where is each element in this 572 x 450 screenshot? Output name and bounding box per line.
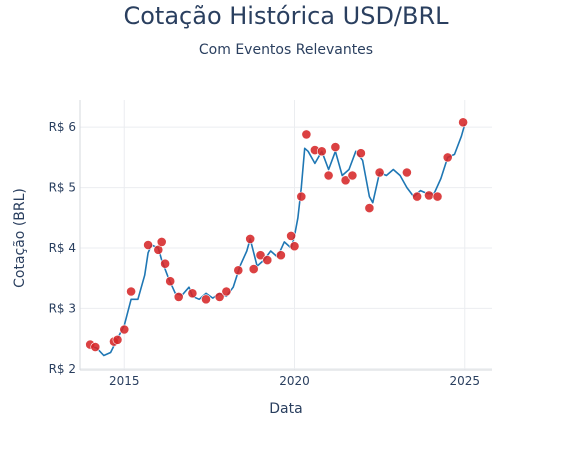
y-axis-ticks: R$ 2 R$ 3 R$ 4 R$ 5 R$ 6 [49, 120, 76, 376]
event-point-15[interactable] [221, 286, 232, 297]
y-tick-label-0: R$ 2 [49, 362, 76, 376]
event-point-19[interactable] [255, 250, 266, 261]
event-point-8[interactable] [156, 236, 167, 247]
event-point-25[interactable] [301, 129, 312, 140]
event-point-17[interactable] [245, 233, 256, 244]
event-point-38[interactable] [432, 191, 443, 202]
event-point-36[interactable] [412, 191, 422, 202]
event-point-23[interactable] [289, 241, 300, 252]
event-point-14[interactable] [214, 291, 225, 302]
event-point-18[interactable] [248, 264, 259, 274]
axis-lines [79, 100, 492, 371]
event-point-32[interactable] [355, 148, 366, 159]
event-point-33[interactable] [364, 203, 375, 213]
event-point-30[interactable] [340, 175, 351, 186]
event-point-12[interactable] [187, 288, 198, 299]
event-point-28[interactable] [323, 170, 334, 181]
grid-lines [80, 100, 492, 370]
y-tick-label-1: R$ 3 [49, 301, 76, 315]
event-point-21[interactable] [275, 250, 286, 261]
event-point-20[interactable] [262, 255, 273, 265]
event-point-29[interactable] [330, 142, 341, 152]
event-point-31[interactable] [347, 170, 358, 181]
event-point-34[interactable] [374, 167, 385, 178]
chart-title: Cotação Histórica USD/BRL [123, 2, 449, 30]
event-point-4[interactable] [119, 324, 130, 335]
plot-area [79, 100, 492, 371]
y-tick-label-4: R$ 6 [49, 120, 76, 134]
y-tick-label-2: R$ 4 [49, 241, 76, 255]
x-axis-label: Data [269, 401, 302, 417]
y-axis-label: Cotação (BRL) [12, 188, 28, 288]
y-tick-label-3: R$ 5 [49, 181, 76, 195]
event-point-6[interactable] [143, 240, 153, 250]
event-point-39[interactable] [442, 152, 453, 163]
event-point-5[interactable] [126, 286, 137, 297]
events-layer [85, 117, 468, 352]
event-point-13[interactable] [201, 294, 211, 305]
event-point-27[interactable] [316, 146, 327, 157]
event-point-1[interactable] [90, 342, 101, 352]
usd-brl-line [89, 123, 466, 357]
x-axis-ticks: 2015 2020 2025 [109, 374, 480, 388]
event-point-3[interactable] [112, 334, 123, 345]
event-point-35[interactable] [401, 167, 412, 178]
event-point-22[interactable] [286, 230, 296, 241]
chart-subtitle: Com Eventos Relevantes [199, 42, 373, 58]
x-tick-label-2: 2025 [449, 374, 480, 388]
event-point-40[interactable] [458, 117, 468, 128]
event-point-10[interactable] [165, 276, 176, 287]
x-tick-label-1: 2020 [279, 374, 310, 388]
x-tick-label-0: 2015 [109, 374, 140, 388]
event-point-11[interactable] [173, 291, 184, 302]
series-layer [89, 123, 466, 357]
event-point-24[interactable] [296, 191, 307, 202]
event-point-16[interactable] [233, 265, 244, 276]
event-point-37[interactable] [424, 190, 434, 201]
event-point-9[interactable] [160, 258, 170, 269]
